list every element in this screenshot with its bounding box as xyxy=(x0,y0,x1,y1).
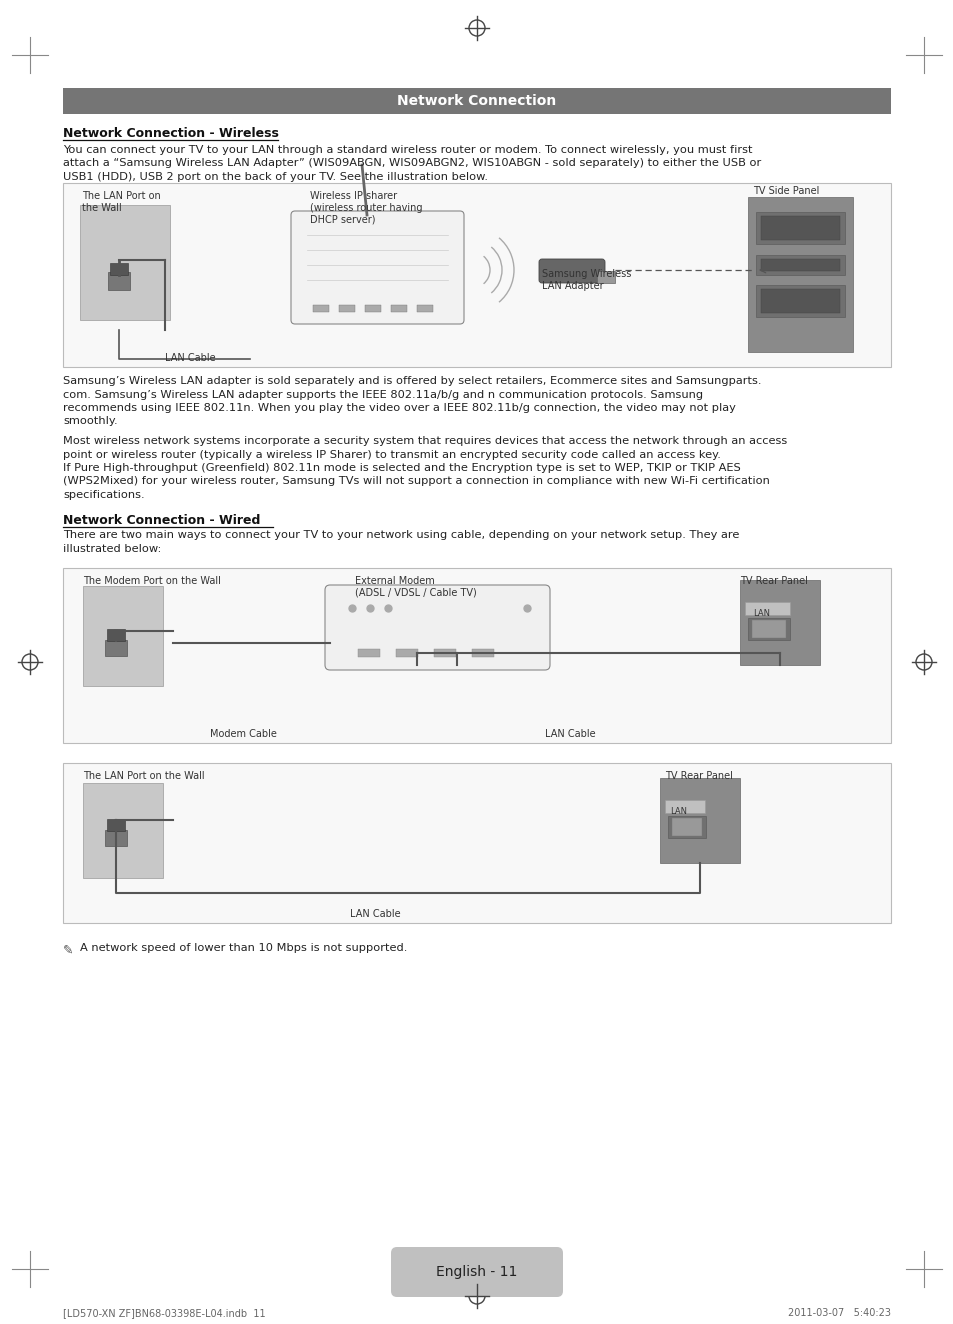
Bar xyxy=(107,820,125,831)
Bar xyxy=(63,87,890,114)
Text: LAN: LAN xyxy=(752,609,769,618)
Text: Samsung’s Wireless LAN adapter is sold separately and is offered by select retai: Samsung’s Wireless LAN adapter is sold s… xyxy=(63,376,760,387)
Bar xyxy=(83,587,163,686)
Bar xyxy=(760,260,840,271)
Bar xyxy=(659,779,740,863)
Bar xyxy=(755,256,844,275)
Text: English - 11: English - 11 xyxy=(436,1264,517,1279)
Text: Network Connection - Wired: Network Connection - Wired xyxy=(63,514,260,527)
Text: You can connect your TV to your LAN through a standard wireless router or modem.: You can connect your TV to your LAN thro… xyxy=(63,146,752,155)
FancyBboxPatch shape xyxy=(391,1247,562,1298)
Text: TV Rear Panel: TV Rear Panel xyxy=(740,576,807,587)
Text: The LAN Port on the Wall: The LAN Port on the Wall xyxy=(83,771,204,781)
Bar xyxy=(434,649,456,657)
Bar xyxy=(391,305,407,312)
Bar xyxy=(395,649,417,657)
Text: (WPS2Mixed) for your wireless router, Samsung TVs will not support a connection : (WPS2Mixed) for your wireless router, Sa… xyxy=(63,477,769,486)
Text: Samsung Wireless
LAN Adapter: Samsung Wireless LAN Adapter xyxy=(541,269,631,291)
Text: com. Samsung’s Wireless LAN adapter supports the IEEE 802.11a/b/g and n communic: com. Samsung’s Wireless LAN adapter supp… xyxy=(63,389,702,400)
Text: LAN Cable: LAN Cable xyxy=(165,354,215,363)
Bar xyxy=(365,305,380,312)
Text: Network Connection: Network Connection xyxy=(397,94,556,109)
Text: If Pure High-throughput (Greenfield) 802.11n mode is selected and the Encryption: If Pure High-throughput (Greenfield) 802… xyxy=(63,463,740,473)
Text: TV Rear Panel: TV Rear Panel xyxy=(664,771,732,781)
Bar xyxy=(740,580,820,665)
Bar xyxy=(105,830,127,846)
Text: smoothly.: smoothly. xyxy=(63,417,117,426)
Bar xyxy=(744,602,789,616)
Text: illustrated below:: illustrated below: xyxy=(63,544,161,553)
Text: [LD570-XN ZF]BN68-03398E-L04.indb  11: [LD570-XN ZF]BN68-03398E-L04.indb 11 xyxy=(63,1308,265,1317)
Bar xyxy=(760,289,840,312)
Bar xyxy=(597,271,615,283)
Text: Network Connection - Wireless: Network Connection - Wireless xyxy=(63,127,278,140)
Text: 2011-03-07   5:40:23: 2011-03-07 5:40:23 xyxy=(787,1308,890,1317)
Text: attach a “Samsung Wireless LAN Adapter” (WIS09ABGN, WIS09ABGN2, WIS10ABGN - sold: attach a “Samsung Wireless LAN Adapter” … xyxy=(63,159,760,168)
Text: External Modem
(ADSL / VDSL / Cable TV): External Modem (ADSL / VDSL / Cable TV) xyxy=(355,576,476,597)
FancyBboxPatch shape xyxy=(538,260,604,283)
Bar xyxy=(108,271,130,290)
Bar xyxy=(667,816,705,838)
Bar xyxy=(107,629,125,641)
Text: specifications.: specifications. xyxy=(63,490,145,500)
Bar xyxy=(105,639,127,655)
Text: ✎: ✎ xyxy=(63,944,73,957)
Text: LAN Cable: LAN Cable xyxy=(544,730,595,739)
Bar xyxy=(416,305,433,312)
Bar xyxy=(472,649,494,657)
Bar xyxy=(755,212,844,244)
Text: Wireless IP sharer
(wireless router having
DHCP server): Wireless IP sharer (wireless router havi… xyxy=(310,191,422,224)
Bar xyxy=(751,620,785,638)
Bar xyxy=(110,263,128,275)
Bar xyxy=(63,183,890,367)
FancyBboxPatch shape xyxy=(291,211,463,324)
Text: TV Side Panel: TV Side Panel xyxy=(752,185,819,196)
Bar xyxy=(747,197,852,352)
Text: USB1 (HDD), USB 2 port on the back of your TV. See the illustration below.: USB1 (HDD), USB 2 port on the back of yo… xyxy=(63,172,488,181)
Bar xyxy=(755,285,844,316)
Text: Modem Cable: Modem Cable xyxy=(210,730,276,739)
Text: The LAN Port on
the Wall: The LAN Port on the Wall xyxy=(82,191,161,213)
Bar xyxy=(664,800,704,813)
Text: The Modem Port on the Wall: The Modem Port on the Wall xyxy=(83,576,221,587)
Bar xyxy=(313,305,329,312)
Bar xyxy=(338,305,355,312)
Bar xyxy=(63,763,890,923)
Bar xyxy=(63,568,890,743)
Bar xyxy=(671,818,701,835)
Bar xyxy=(747,618,789,639)
Text: LAN: LAN xyxy=(669,808,686,816)
Text: point or wireless router (typically a wireless IP Sharer) to transmit an encrypt: point or wireless router (typically a wi… xyxy=(63,450,720,459)
Text: recommends using IEEE 802.11n. When you play the video over a IEEE 802.11b/g con: recommends using IEEE 802.11n. When you … xyxy=(63,402,735,413)
Bar xyxy=(357,649,379,657)
Text: There are two main ways to connect your TV to your network using cable, dependin: There are two main ways to connect your … xyxy=(63,531,739,540)
Bar xyxy=(80,205,170,320)
Text: A network speed of lower than 10 Mbps is not supported.: A network speed of lower than 10 Mbps is… xyxy=(80,943,407,953)
Text: Most wireless network systems incorporate a security system that requires device: Most wireless network systems incorporat… xyxy=(63,436,786,446)
Bar xyxy=(760,216,840,240)
Text: LAN Cable: LAN Cable xyxy=(350,910,400,919)
Bar xyxy=(83,782,163,878)
FancyBboxPatch shape xyxy=(325,585,550,670)
